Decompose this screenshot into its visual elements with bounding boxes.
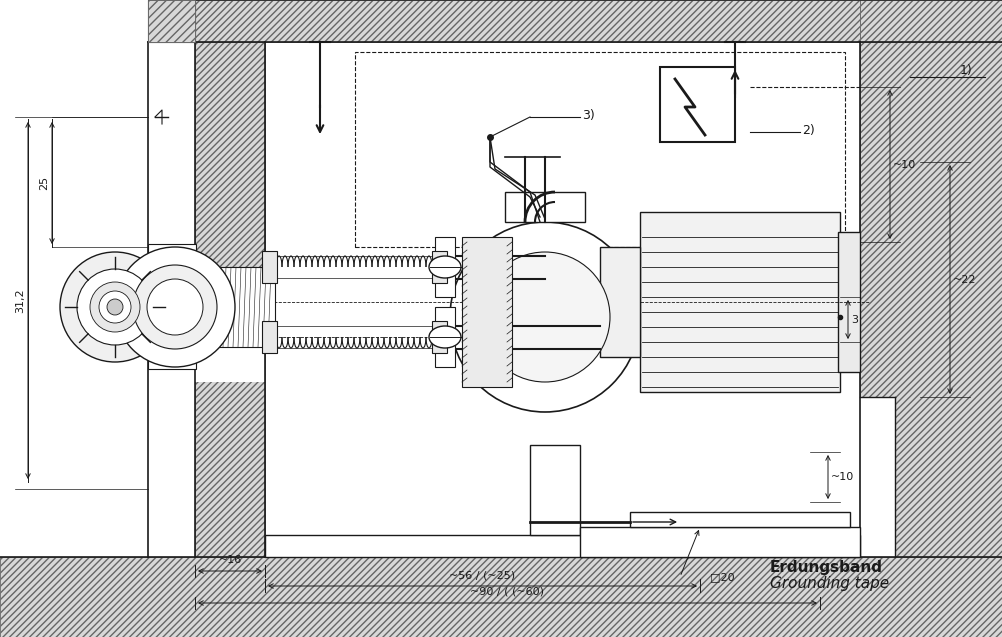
Text: ~22: ~22: [953, 275, 977, 285]
Circle shape: [99, 291, 131, 323]
Bar: [355, 52, 845, 247]
Bar: [148, 0, 195, 42]
Text: ~16: ~16: [218, 555, 241, 565]
Circle shape: [450, 222, 640, 412]
Text: Grounding tape: Grounding tape: [770, 576, 889, 591]
Text: Erdungsband: Erdungsband: [770, 560, 883, 575]
Text: ~56 / (~25): ~56 / (~25): [449, 570, 515, 580]
Bar: [630, 512, 850, 527]
Text: ~10: ~10: [893, 160, 916, 170]
Text: 2): 2): [802, 124, 815, 137]
Bar: [265, 535, 860, 557]
Bar: [195, 267, 275, 347]
Text: 31,2: 31,2: [15, 289, 25, 313]
Bar: [860, 0, 1002, 42]
Text: 3): 3): [582, 109, 595, 122]
Bar: [530, 445, 580, 535]
Bar: [860, 397, 895, 557]
Text: 1): 1): [960, 64, 973, 77]
Bar: [195, 42, 265, 557]
Bar: [262, 251, 277, 283]
Circle shape: [60, 252, 170, 362]
Bar: [0, 557, 1002, 637]
Bar: [435, 237, 455, 297]
Bar: [435, 307, 455, 367]
Bar: [148, 0, 195, 42]
Bar: [505, 192, 585, 222]
Bar: [860, 42, 1002, 557]
Bar: [195, 267, 265, 382]
Bar: [660, 67, 735, 142]
Circle shape: [133, 265, 217, 349]
Text: 3: 3: [851, 315, 858, 325]
Bar: [838, 232, 860, 372]
Circle shape: [480, 252, 610, 382]
Circle shape: [90, 282, 140, 332]
Bar: [462, 237, 512, 387]
Bar: [432, 251, 447, 283]
Bar: [262, 321, 277, 353]
Text: 25: 25: [39, 176, 49, 190]
Text: ~10: ~10: [831, 472, 855, 482]
Bar: [0, 42, 148, 557]
Ellipse shape: [429, 256, 461, 278]
Text: ~90 / ( (~60): ~90 / ( (~60): [470, 587, 544, 597]
Bar: [432, 321, 447, 353]
Bar: [580, 527, 860, 557]
Bar: [148, 0, 860, 42]
Ellipse shape: [429, 326, 461, 348]
Bar: [148, 244, 196, 369]
Text: □20: □20: [710, 572, 734, 582]
Bar: [600, 247, 640, 357]
Bar: [640, 212, 840, 392]
Circle shape: [147, 279, 203, 335]
Circle shape: [77, 269, 153, 345]
Circle shape: [107, 299, 123, 315]
Circle shape: [115, 247, 235, 367]
